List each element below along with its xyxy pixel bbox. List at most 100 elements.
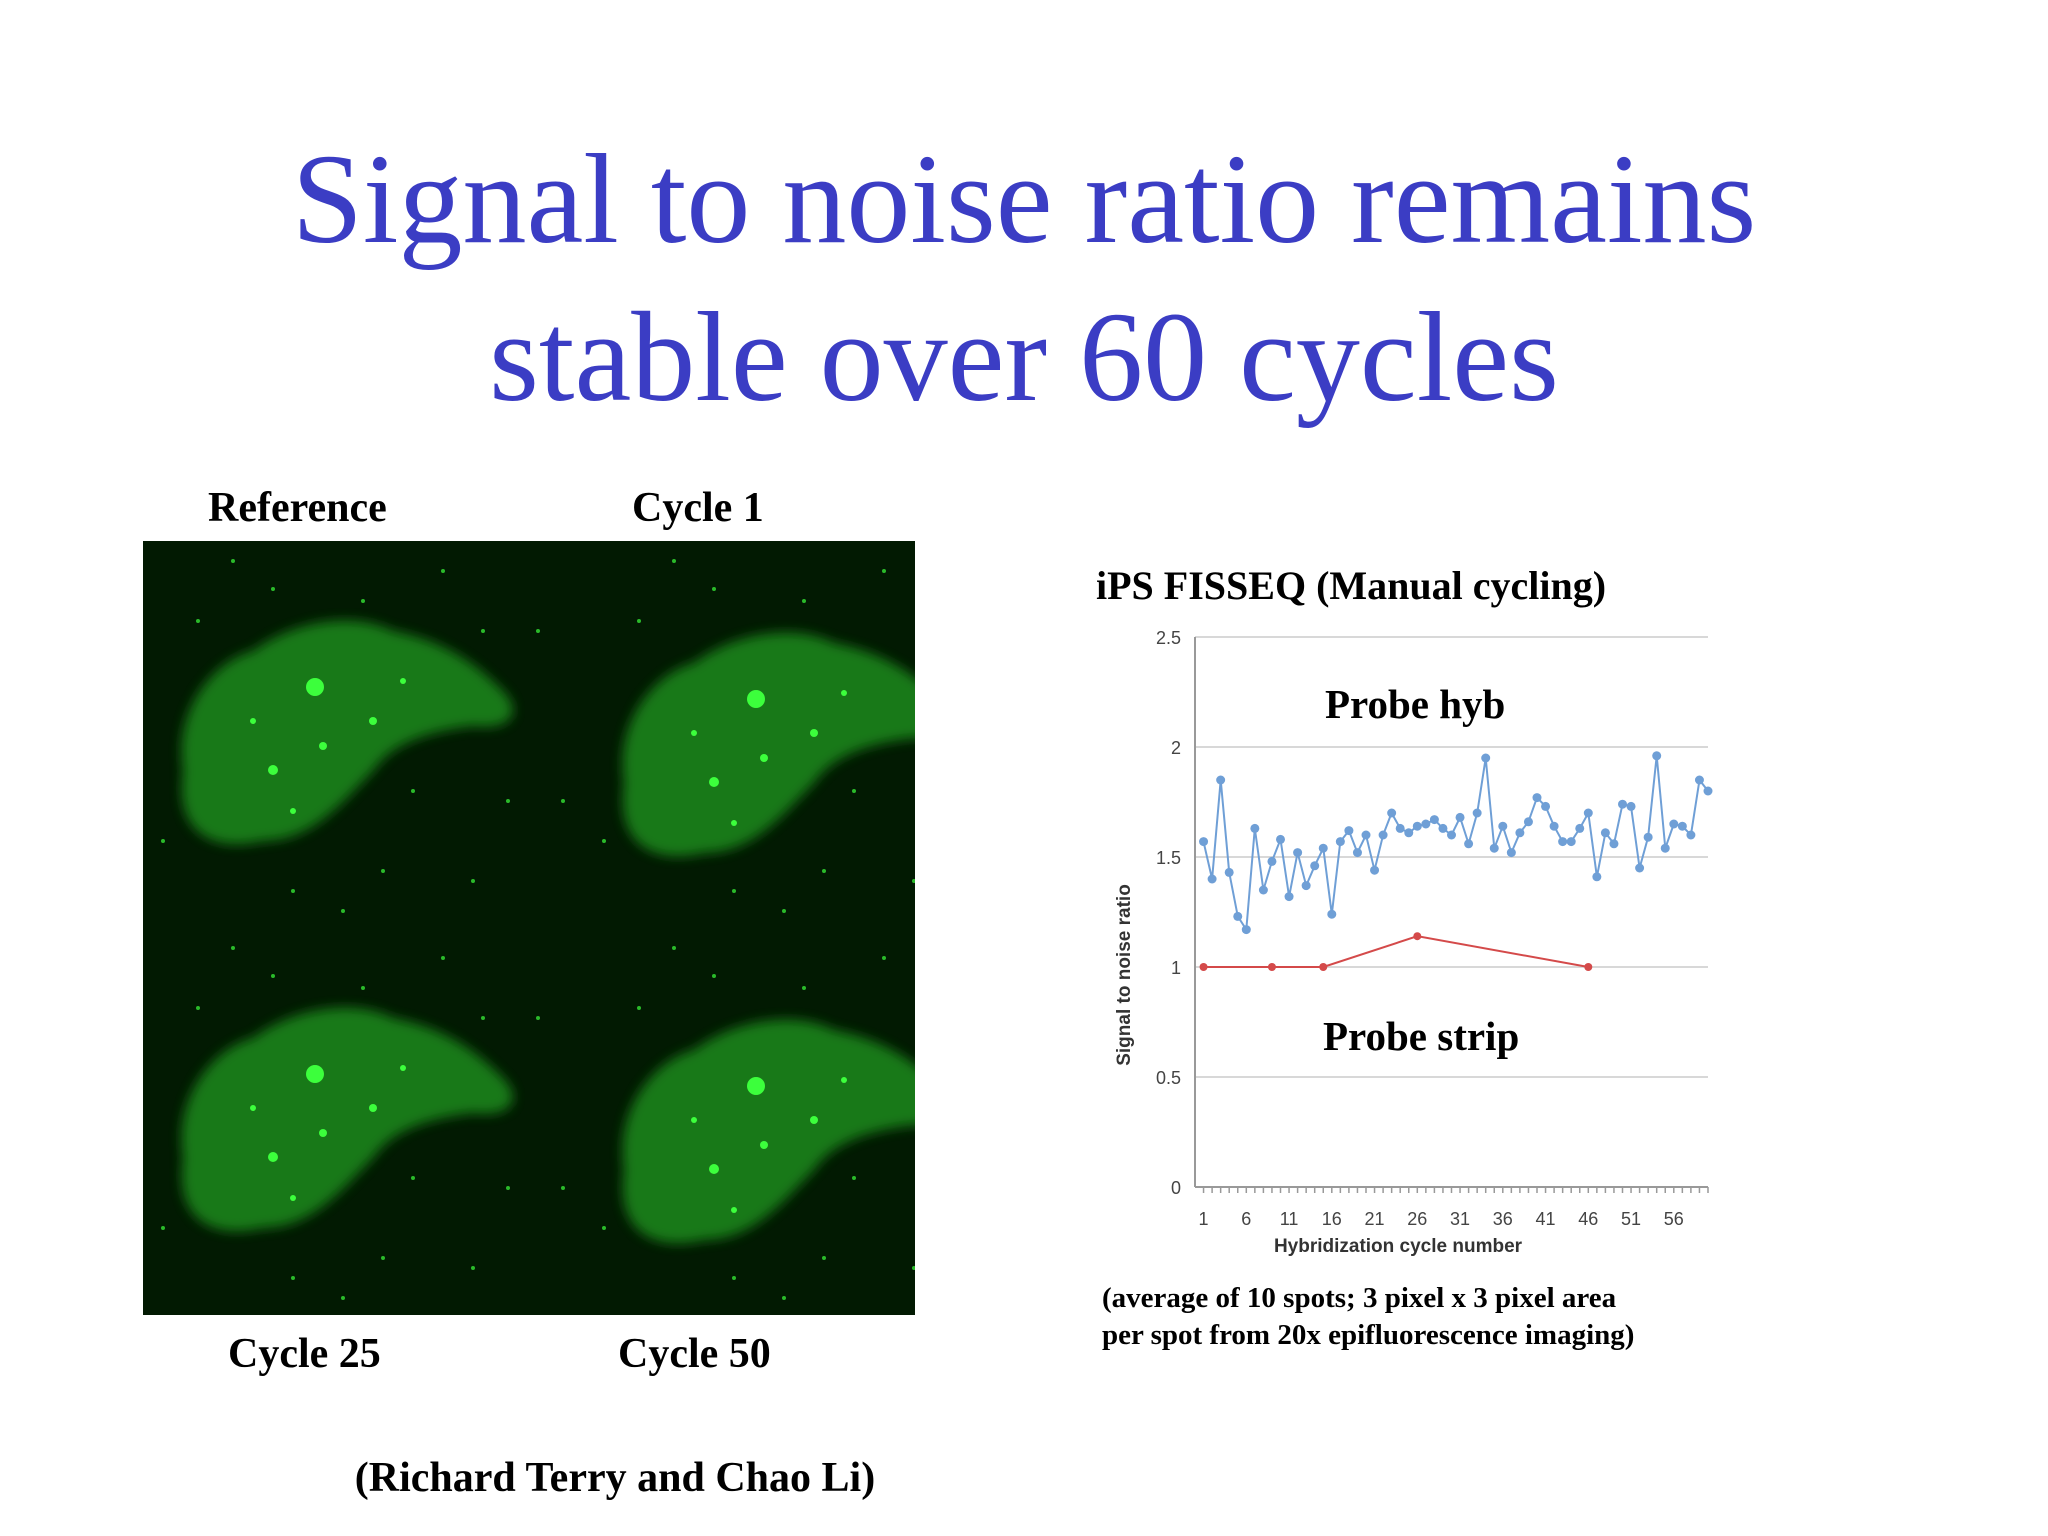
fluorescent-spot: [709, 777, 719, 787]
probe-hyb-point: [1344, 826, 1354, 836]
cell-colony: [181, 620, 513, 845]
background-spot: [231, 946, 235, 950]
probe-hyb-point: [1378, 830, 1388, 840]
x-tick-label: 16: [1322, 1209, 1342, 1229]
cell-colony: [181, 1007, 513, 1232]
background-spot: [912, 879, 915, 883]
background-spot: [882, 569, 886, 573]
background-spot: [732, 1276, 736, 1280]
x-tick-label: 21: [1365, 1209, 1385, 1229]
probe-hyb-point: [1284, 892, 1294, 902]
probe-hyb-point: [1429, 815, 1439, 825]
x-tick-label: 41: [1536, 1209, 1556, 1229]
probe-hyb-point: [1635, 863, 1645, 873]
fluorescent-spot: [290, 1195, 296, 1201]
probe-hyb-point: [1207, 874, 1217, 884]
probe-hyb-point: [1216, 775, 1226, 785]
fluorescent-spot: [319, 742, 327, 750]
probe-strip-series-line: [1203, 935, 1589, 968]
x-tick-label: 36: [1493, 1209, 1513, 1229]
background-spot: [561, 799, 565, 803]
x-axis-label: Hybridization cycle number: [1274, 1236, 1523, 1257]
fluorescent-spot: [290, 808, 296, 814]
background-spot: [381, 869, 385, 873]
chart-series: [1199, 751, 1713, 971]
probe-hyb-point: [1686, 830, 1696, 840]
fluorescent-spot: [760, 754, 768, 762]
probe-hyb-point: [1669, 819, 1679, 829]
microscopy-panel-svg: [143, 541, 529, 928]
background-spot: [506, 1186, 510, 1190]
probe-hyb-point: [1276, 834, 1285, 844]
probe-hyb-point: [1258, 885, 1268, 895]
background-spot: [271, 587, 275, 591]
background-spot: [161, 839, 165, 843]
background-spot: [536, 1016, 540, 1020]
background-spot: [471, 1266, 475, 1270]
cycle-50-caption: Cycle 50: [618, 1331, 771, 1377]
background-spot: [672, 946, 676, 950]
x-tick-label: 11: [1280, 1209, 1299, 1229]
background-spot: [852, 789, 856, 793]
slide-title-line-1: Signal to noise ratio remains: [291, 128, 1757, 270]
microscopy-panel-svg: [529, 928, 915, 1315]
background-spot: [602, 839, 606, 843]
background-spot: [637, 619, 641, 623]
probe-hyb-point: [1677, 821, 1687, 831]
probe-hyb-point: [1361, 830, 1371, 840]
chart-footnote: (average of 10 spots; 3 pixel x 3 pixel …: [1102, 1280, 1634, 1354]
background-spot: [341, 1296, 345, 1300]
probe-strip-point: [1199, 963, 1208, 971]
background-spot: [231, 559, 235, 563]
fluorescent-spot: [760, 1141, 768, 1149]
background-spot: [712, 587, 716, 591]
x-tick-label: 51: [1621, 1209, 1641, 1229]
background-spot: [561, 1186, 565, 1190]
background-spot: [271, 974, 275, 978]
probe-hyb-point: [1387, 808, 1397, 818]
fluorescent-spot: [306, 1065, 324, 1083]
x-tick-label: 56: [1664, 1209, 1684, 1229]
probe-hyb-point: [1498, 821, 1508, 831]
probe-hyb-point: [1523, 817, 1533, 827]
probe-strip-point: [1584, 963, 1593, 971]
fluorescent-spot: [250, 718, 256, 724]
background-spot: [882, 956, 886, 960]
cell-colony: [622, 1019, 915, 1244]
fluorescent-spot: [319, 1129, 327, 1137]
probe-hyb-point: [1241, 925, 1251, 935]
y-axis-label: Signal to noise ratio: [1114, 884, 1135, 1066]
reference-image: [143, 541, 529, 928]
background-spot: [672, 559, 676, 563]
probe-hyb-point: [1506, 848, 1516, 858]
background-spot: [441, 569, 445, 573]
background-spot: [341, 909, 345, 913]
probe-hyb-point: [1404, 828, 1414, 838]
background-spot: [481, 629, 485, 633]
fluorescent-spot: [400, 678, 406, 684]
background-spot: [732, 889, 736, 893]
probe-hyb-point: [1455, 812, 1465, 822]
probe-strip-annotation: Probe strip: [1323, 1013, 1519, 1059]
probe-strip-point: [1413, 932, 1422, 941]
fluorescent-spot: [691, 1117, 697, 1123]
y-tick-label: 1.5: [1156, 848, 1181, 868]
probe-hyb-point: [1472, 808, 1482, 818]
probe-hyb-point: [1447, 830, 1456, 840]
fluorescent-spot: [369, 1104, 377, 1112]
background-spot: [196, 619, 200, 623]
snr-line-chart: 00.511.522.51 6 11 16 21 26 31 36 41 46 51 56 Signa…: [1114, 628, 1713, 1257]
probe-hyb-point: [1267, 856, 1277, 866]
x-tick-label: 6: [1241, 1209, 1251, 1229]
background-spot: [782, 1296, 786, 1300]
probe-hyb-point: [1652, 751, 1662, 761]
y-tick-label: 1: [1171, 958, 1181, 978]
background-spot: [802, 599, 806, 603]
background-spot: [912, 1266, 915, 1270]
probe-hyb-point: [1566, 837, 1576, 847]
background-spot: [536, 629, 540, 633]
probe-hyb-point: [1481, 753, 1491, 763]
background-spot: [411, 1176, 415, 1180]
footnote-line-2: per spot from 20x epifluorescence imagin…: [1102, 1319, 1635, 1351]
probe-hyb-point: [1327, 909, 1337, 919]
